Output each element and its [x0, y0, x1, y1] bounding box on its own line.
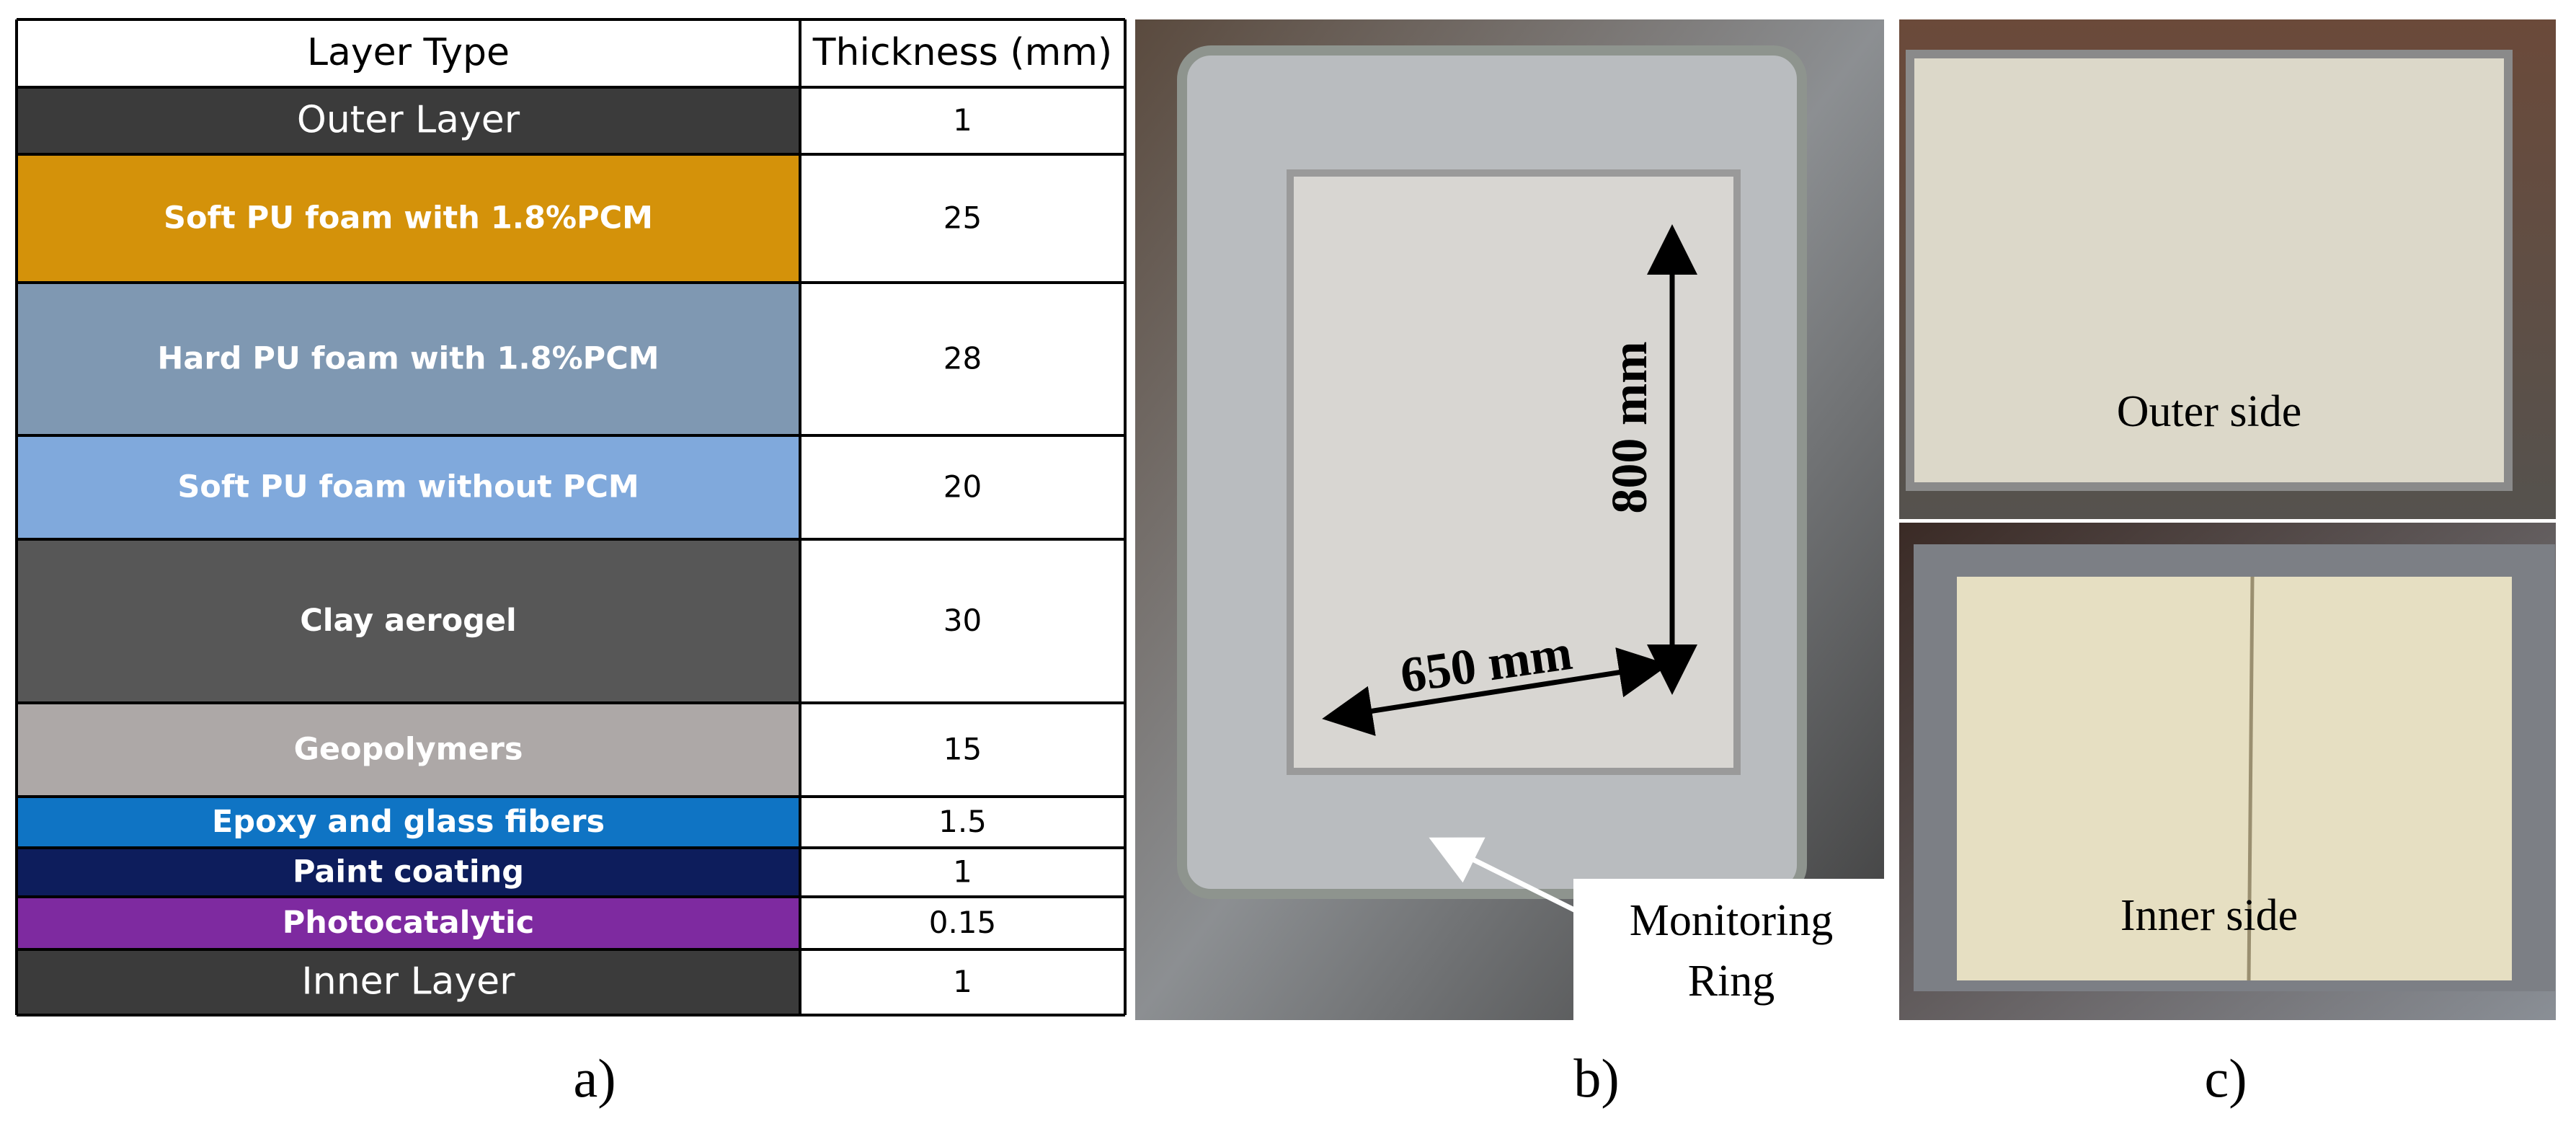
thickness-cell: [800, 848, 1125, 897]
layer-name: Soft PU foam without PCM: [177, 469, 639, 505]
layer-table: Layer Type Thickness (mm) Outer Layer 1 Soft…: [15, 18, 1127, 1016]
thickness-cell: [800, 703, 1125, 797]
layer-name: Clay aerogel: [300, 603, 517, 639]
callout-arrow: [1429, 837, 1580, 915]
thickness-value: 25: [943, 200, 982, 236]
thickness-value: 15: [943, 732, 982, 767]
callout-text: Ring: [1688, 957, 1775, 1006]
photo-label: Outer side: [2117, 387, 2302, 436]
width-arrow: [1322, 647, 1669, 736]
thickness-cell: [800, 435, 1125, 539]
layer-name: Hard PU foam with 1.8%PCM: [157, 341, 659, 377]
panel-seam: [2247, 576, 2255, 981]
header-cell: [800, 19, 1125, 87]
thickness-value: 30: [943, 603, 982, 638]
height-label: 800 mm: [1602, 341, 1658, 513]
thickness-value: 28: [943, 341, 982, 376]
thickness-value: 1.5: [938, 804, 987, 839]
thickness-cell: [800, 897, 1125, 949]
header-cell: [17, 19, 800, 87]
callout-text: Monitoring: [1630, 896, 1833, 945]
layer-cell: [17, 897, 800, 949]
panel-label: a): [573, 1048, 616, 1109]
layer-name: Soft PU foam with 1.8%PCM: [164, 200, 653, 236]
layer-name: Photocatalytic: [283, 905, 534, 941]
layer-name: Outer Layer: [297, 99, 520, 142]
header-text: Layer Type: [307, 31, 510, 74]
photo-c: Outer side Inner side: [1899, 19, 2556, 1020]
thickness-value: 1: [953, 102, 972, 138]
header-text: Thickness (mm): [812, 31, 1112, 74]
layer-cell: [17, 797, 800, 848]
panel-inner: [1957, 577, 2512, 980]
layer-name: Geopolymers: [294, 732, 523, 768]
thickness-cell: [800, 949, 1125, 1015]
layer-cell: [17, 435, 800, 539]
photo-b: 800 mm 650 mm Monitoring Ring: [1135, 19, 1884, 1020]
photo-label: Inner side: [2120, 891, 2298, 940]
layer-name: Inner Layer: [301, 960, 515, 1004]
thickness-value: 0.15: [929, 905, 997, 940]
layer-cell: [17, 283, 800, 435]
thickness-cell: [800, 797, 1125, 848]
thickness-value: 1: [953, 964, 972, 999]
layer-name: Paint coating: [293, 854, 524, 890]
panel-outer: [1906, 50, 2513, 491]
layer-cell: [17, 87, 800, 154]
layer-cell: [17, 949, 800, 1015]
callout-box: [1573, 879, 1884, 1020]
thickness-cell: [800, 539, 1125, 703]
panel-label: b): [1573, 1048, 1619, 1109]
layer-cell: [17, 539, 800, 703]
layer-cell: [17, 848, 800, 897]
thickness-value: 1: [953, 854, 972, 890]
panel-label: c): [2204, 1048, 2247, 1109]
thickness-value: 20: [943, 469, 982, 505]
thickness-cell: [800, 87, 1125, 154]
layer-name: Epoxy and glass fibers: [212, 804, 605, 840]
thickness-cell: [800, 283, 1125, 435]
layer-cell: [17, 154, 800, 283]
layer-cell: [17, 703, 800, 797]
thickness-cell: [800, 154, 1125, 283]
